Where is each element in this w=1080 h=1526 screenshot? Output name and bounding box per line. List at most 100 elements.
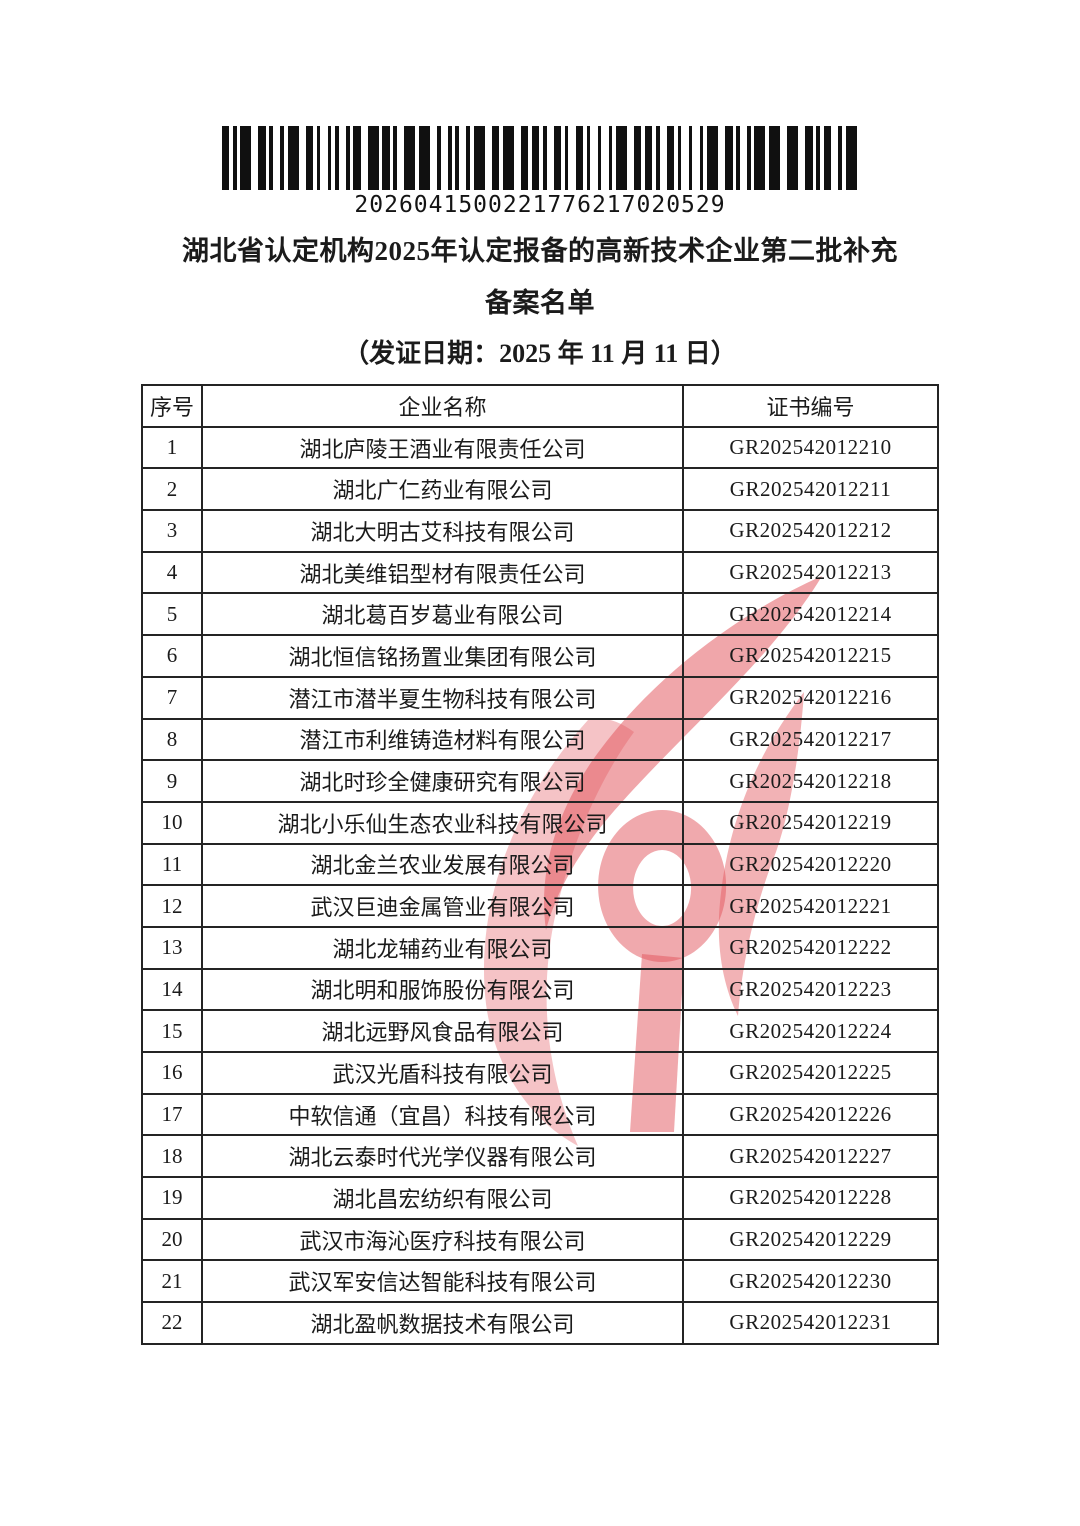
certificate-number-cell: GR202542012228 (682, 1176, 939, 1220)
row-number-cell: 14 (141, 967, 203, 1012)
certificate-number-cell: GR202542012216 (682, 675, 939, 720)
row-number-cell: 11 (141, 842, 203, 887)
company-name-cell: 武汉市海沁医疗科技有限公司 (201, 1217, 684, 1262)
company-name-cell: 湖北昌宏纺织有限公司 (201, 1176, 684, 1220)
row-number-cell: 20 (141, 1217, 203, 1262)
table-row: 13 湖北龙辅药业有限公司 GR202542012222 (141, 925, 939, 970)
table-row: 17 中软信通（宜昌）科技有限公司 GR202542012226 (141, 1092, 939, 1137)
company-name-cell: 湖北小乐仙生态农业科技有限公司 (201, 800, 684, 845)
header-company-name: 企业名称 (201, 384, 684, 428)
row-number-cell: 6 (141, 634, 203, 678)
table-row: 4 湖北美维铝型材有限责任公司 GR202542012213 (141, 550, 939, 595)
company-name-cell: 湖北恒信铭扬置业集团有限公司 (201, 634, 684, 678)
company-name-cell: 湖北广仁药业有限公司 (201, 467, 684, 512)
row-number-cell: 4 (141, 550, 203, 595)
certificate-number-cell: GR202542012217 (682, 717, 939, 762)
company-name-cell: 湖北盈帆数据技术有限公司 (201, 1301, 684, 1345)
company-name-cell: 武汉光盾科技有限公司 (201, 1051, 684, 1095)
table-row: 14 湖北明和服饰股份有限公司 GR202542012223 (141, 967, 939, 1012)
table-row: 2 湖北广仁药业有限公司 GR202542012211 (141, 467, 939, 512)
certificate-number-cell: GR202542012215 (682, 634, 939, 678)
certificate-number-cell: GR202542012211 (682, 467, 939, 512)
company-name-cell: 湖北明和服饰股份有限公司 (201, 967, 684, 1012)
table-row: 1 湖北庐陵王酒业有限责任公司 GR202542012210 (141, 425, 939, 470)
table-row: 10 湖北小乐仙生态农业科技有限公司 GR202542012219 (141, 800, 939, 845)
table-row: 9 湖北时珍全健康研究有限公司 GR202542012218 (141, 759, 939, 803)
barcode-bars-icon (222, 126, 858, 190)
row-number-cell: 9 (141, 759, 203, 803)
certificate-number-cell: GR202542012213 (682, 550, 939, 595)
row-number-cell: 19 (141, 1176, 203, 1220)
row-number-cell: 3 (141, 509, 203, 553)
company-name-cell: 湖北时珍全健康研究有限公司 (201, 759, 684, 803)
row-number-cell: 22 (141, 1301, 203, 1345)
row-number-cell: 10 (141, 800, 203, 845)
table-row: 21 武汉军安信达智能科技有限公司 GR202542012230 (141, 1259, 939, 1304)
document-title-line2: 备案名单 (485, 288, 595, 318)
table-row: 18 湖北云泰时代光学仪器有限公司 GR202542012227 (141, 1134, 939, 1179)
row-number-cell: 15 (141, 1009, 203, 1053)
row-number-cell: 7 (141, 675, 203, 720)
certificate-number-cell: GR202542012221 (682, 884, 939, 928)
table-row: 3 湖北大明古艾科技有限公司 GR202542012212 (141, 509, 939, 553)
row-number-cell: 5 (141, 592, 203, 637)
row-number-cell: 18 (141, 1134, 203, 1179)
certificate-number-cell: GR202542012231 (682, 1301, 939, 1345)
company-name-cell: 武汉巨迪金属管业有限公司 (201, 884, 684, 928)
issue-date-line: （发证日期：2025 年 11 月 11 日） (343, 339, 737, 368)
table-header-row: 序号 企业名称 证书编号 (141, 384, 939, 428)
barcode-number: 2026041500221776217020529 (354, 192, 726, 218)
company-name-cell: 中软信通（宜昌）科技有限公司 (201, 1092, 684, 1137)
document-page: 2026041500221776217020529 湖北省认定机构2025年认定… (141, 0, 939, 1345)
document-title-line1: 湖北省认定机构2025年认定报备的高新技术企业第二批补充 (182, 236, 898, 266)
table-row: 5 湖北葛百岁葛业有限公司 GR202542012214 (141, 592, 939, 637)
certificate-number-cell: GR202542012226 (682, 1092, 939, 1137)
table-row: 19 湖北昌宏纺织有限公司 GR202542012228 (141, 1176, 939, 1220)
certificate-number-cell: GR202542012218 (682, 759, 939, 803)
company-name-cell: 湖北美维铝型材有限责任公司 (201, 550, 684, 595)
company-name-cell: 湖北龙辅药业有限公司 (201, 925, 684, 970)
company-name-cell: 潜江市利维铸造材料有限公司 (201, 717, 684, 762)
certificate-number-cell: GR202542012227 (682, 1134, 939, 1179)
certificate-number-cell: GR202542012230 (682, 1259, 939, 1304)
row-number-cell: 17 (141, 1092, 203, 1137)
table-row: 20 武汉市海沁医疗科技有限公司 GR202542012229 (141, 1217, 939, 1262)
certificate-number-cell: GR202542012223 (682, 967, 939, 1012)
table-row: 11 湖北金兰农业发展有限公司 GR202542012220 (141, 842, 939, 887)
certificate-number-cell: GR202542012214 (682, 592, 939, 637)
certificate-number-cell: GR202542012212 (682, 509, 939, 553)
table-row: 22 湖北盈帆数据技术有限公司 GR202542012231 (141, 1301, 939, 1345)
certificate-number-cell: GR202542012219 (682, 800, 939, 845)
row-number-cell: 12 (141, 884, 203, 928)
certificate-number-cell: GR202542012210 (682, 425, 939, 470)
certificate-number-cell: GR202542012225 (682, 1051, 939, 1095)
header-certificate-number: 证书编号 (682, 384, 939, 428)
certificate-number-cell: GR202542012224 (682, 1009, 939, 1053)
company-name-cell: 武汉军安信达智能科技有限公司 (201, 1259, 684, 1304)
table-row: 16 武汉光盾科技有限公司 GR202542012225 (141, 1051, 939, 1095)
company-name-cell: 湖北云泰时代光学仪器有限公司 (201, 1134, 684, 1179)
row-number-cell: 2 (141, 467, 203, 512)
company-name-cell: 潜江市潜半夏生物科技有限公司 (201, 675, 684, 720)
company-name-cell: 湖北远野风食品有限公司 (201, 1009, 684, 1053)
row-number-cell: 13 (141, 925, 203, 970)
company-name-cell: 湖北大明古艾科技有限公司 (201, 509, 684, 553)
table-row: 8 潜江市利维铸造材料有限公司 GR202542012217 (141, 717, 939, 762)
table-row: 6 湖北恒信铭扬置业集团有限公司 GR202542012215 (141, 634, 939, 678)
row-number-cell: 21 (141, 1259, 203, 1304)
header-serial-number: 序号 (141, 384, 203, 428)
company-name-cell: 湖北庐陵王酒业有限责任公司 (201, 425, 684, 470)
row-number-cell: 8 (141, 717, 203, 762)
barcode: 2026041500221776217020529 (222, 0, 858, 218)
certificate-number-cell: GR202542012229 (682, 1217, 939, 1262)
certificate-number-cell: GR202542012222 (682, 925, 939, 970)
row-number-cell: 16 (141, 1051, 203, 1095)
row-number-cell: 1 (141, 425, 203, 470)
company-name-cell: 湖北金兰农业发展有限公司 (201, 842, 684, 887)
table-row: 15 湖北远野风食品有限公司 GR202542012224 (141, 1009, 939, 1053)
enterprise-table: 序号 企业名称 证书编号 1 湖北庐陵王酒业有限责任公司 GR20254201221… (141, 384, 939, 1345)
certificate-number-cell: GR202542012220 (682, 842, 939, 887)
table-row: 7 潜江市潜半夏生物科技有限公司 GR202542012216 (141, 675, 939, 720)
table-row: 12 武汉巨迪金属管业有限公司 GR202542012221 (141, 884, 939, 928)
company-name-cell: 湖北葛百岁葛业有限公司 (201, 592, 684, 637)
